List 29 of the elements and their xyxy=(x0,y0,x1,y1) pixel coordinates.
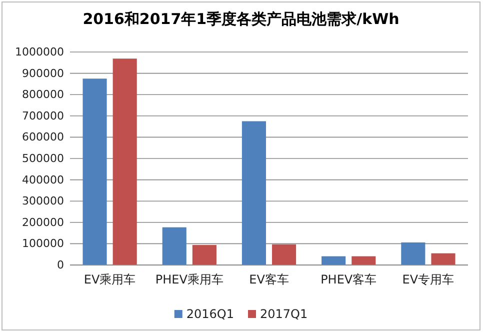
y-tick-label: 0 xyxy=(57,258,64,272)
y-tick-label: 900000 xyxy=(22,66,64,80)
x-tick-label: EV专用车 xyxy=(402,272,454,287)
y-tick-label: 1000000 xyxy=(15,46,64,59)
bar xyxy=(162,227,186,265)
bar xyxy=(431,253,456,265)
bar xyxy=(322,256,346,265)
bar xyxy=(192,244,216,265)
x-tick-label: PHEV乘用车 xyxy=(155,272,224,287)
y-tick-label: 700000 xyxy=(22,109,64,122)
y-tick-label: 200000 xyxy=(22,216,64,229)
x-tick-label: PHEV客车 xyxy=(320,272,377,287)
x-tick-label: EV客车 xyxy=(249,272,289,287)
bar xyxy=(112,58,137,265)
bar xyxy=(352,256,376,265)
y-tick-label: 800000 xyxy=(22,88,64,102)
bar xyxy=(272,244,296,265)
y-tick-label: 100000 xyxy=(22,237,64,250)
bar xyxy=(242,121,266,265)
y-tick-label: 600000 xyxy=(22,130,64,144)
x-tick-label: EV乘用车 xyxy=(84,272,136,287)
bar xyxy=(82,78,107,265)
bar xyxy=(401,242,426,265)
chart-title: 2016和2017年1季度各类产品电池需求/kWh xyxy=(82,10,400,28)
y-tick-label: 400000 xyxy=(22,173,64,186)
y-tick-label: 300000 xyxy=(22,194,64,208)
legend-label: 2016Q1 xyxy=(186,307,234,321)
legend-label: 2017Q1 xyxy=(260,307,308,321)
y-tick-label: 500000 xyxy=(22,152,64,166)
